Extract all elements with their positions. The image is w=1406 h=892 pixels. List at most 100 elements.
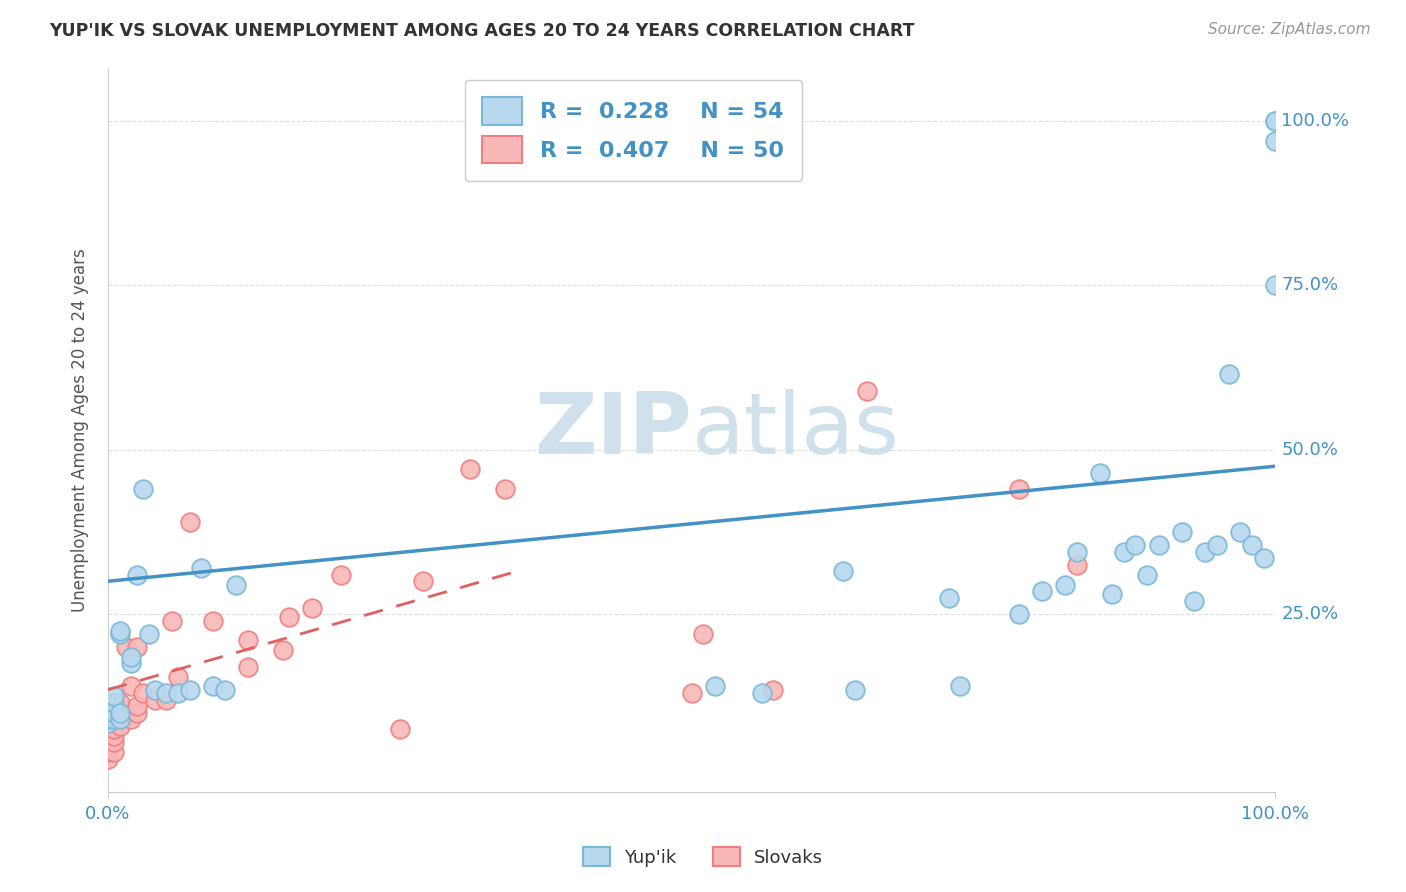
Point — [202, 614, 225, 628]
Point — [103, 706, 125, 720]
Point — [120, 657, 142, 671]
Point — [138, 627, 160, 641]
Point — [167, 669, 190, 683]
Point — [236, 633, 259, 648]
Point — [855, 384, 877, 398]
Point — [155, 686, 177, 700]
Point — [108, 627, 131, 641]
Text: Source: ZipAtlas.com: Source: ZipAtlas.com — [1208, 22, 1371, 37]
Point — [167, 686, 190, 700]
Point — [1171, 524, 1194, 539]
Text: YUP'IK VS SLOVAK UNEMPLOYMENT AMONG AGES 20 TO 24 YEARS CORRELATION CHART: YUP'IK VS SLOVAK UNEMPLOYMENT AMONG AGES… — [49, 22, 915, 40]
Point — [1218, 367, 1240, 381]
Point — [97, 729, 120, 743]
Text: 25.0%: 25.0% — [1281, 605, 1339, 624]
Point — [236, 659, 259, 673]
Point — [103, 690, 125, 704]
Point — [1112, 544, 1135, 558]
Point — [108, 719, 131, 733]
Point — [179, 515, 201, 529]
Text: ZIP: ZIP — [534, 389, 692, 472]
Point — [202, 680, 225, 694]
Point — [1101, 587, 1123, 601]
Point — [132, 686, 155, 700]
Text: 75.0%: 75.0% — [1281, 277, 1339, 294]
Point — [681, 686, 703, 700]
Point — [97, 709, 120, 723]
Point — [330, 567, 353, 582]
Point — [103, 706, 125, 720]
Point — [108, 696, 131, 710]
Point — [1007, 607, 1029, 621]
Point — [97, 702, 120, 716]
Point — [103, 712, 125, 726]
Point — [1264, 114, 1286, 128]
Point — [97, 731, 120, 746]
Point — [214, 682, 236, 697]
Point — [301, 600, 323, 615]
Text: 50.0%: 50.0% — [1281, 441, 1339, 458]
Point — [97, 712, 120, 726]
Point — [120, 680, 142, 694]
Point — [114, 709, 136, 723]
Point — [97, 739, 120, 753]
Legend: R =  0.228    N = 54, R =  0.407    N = 50: R = 0.228 N = 54, R = 0.407 N = 50 — [464, 79, 801, 180]
Point — [1206, 538, 1229, 552]
Point — [143, 692, 166, 706]
Point — [1182, 594, 1205, 608]
Point — [704, 680, 727, 694]
Point — [1229, 524, 1251, 539]
Point — [127, 567, 149, 582]
Point — [1031, 584, 1053, 599]
Legend: Yup'ik, Slovaks: Yup'ik, Slovaks — [575, 840, 831, 874]
Point — [103, 696, 125, 710]
Y-axis label: Unemployment Among Ages 20 to 24 years: Unemployment Among Ages 20 to 24 years — [72, 248, 89, 612]
Point — [1264, 134, 1286, 148]
Point — [97, 722, 120, 736]
Point — [751, 686, 773, 700]
Point — [190, 561, 212, 575]
Point — [97, 712, 120, 726]
Point — [278, 610, 301, 624]
Point — [1147, 538, 1170, 552]
Point — [155, 692, 177, 706]
Point — [103, 735, 125, 749]
Point — [97, 696, 120, 710]
Point — [143, 682, 166, 697]
Point — [832, 565, 855, 579]
Point — [692, 627, 714, 641]
Point — [120, 712, 142, 726]
Point — [103, 712, 125, 726]
Point — [762, 682, 785, 697]
Point — [103, 729, 125, 743]
Point — [97, 706, 120, 720]
Point — [225, 577, 247, 591]
Point — [412, 574, 434, 589]
Point — [127, 699, 149, 714]
Point — [97, 725, 120, 739]
Point — [1066, 544, 1088, 558]
Point — [494, 482, 516, 496]
Point — [103, 696, 125, 710]
Point — [97, 745, 120, 759]
Point — [97, 706, 120, 720]
Point — [103, 722, 125, 736]
Point — [160, 614, 183, 628]
Point — [844, 682, 866, 697]
Point — [179, 682, 201, 697]
Point — [1240, 538, 1263, 552]
Point — [1264, 278, 1286, 293]
Point — [108, 624, 131, 638]
Point — [103, 745, 125, 759]
Point — [1090, 466, 1112, 480]
Point — [1264, 114, 1286, 128]
Point — [108, 712, 131, 726]
Point — [97, 752, 120, 766]
Point — [1054, 577, 1077, 591]
Point — [108, 706, 131, 720]
Point — [97, 715, 120, 730]
Point — [1194, 544, 1216, 558]
Point — [120, 649, 142, 664]
Point — [1123, 538, 1146, 552]
Point — [938, 591, 960, 605]
